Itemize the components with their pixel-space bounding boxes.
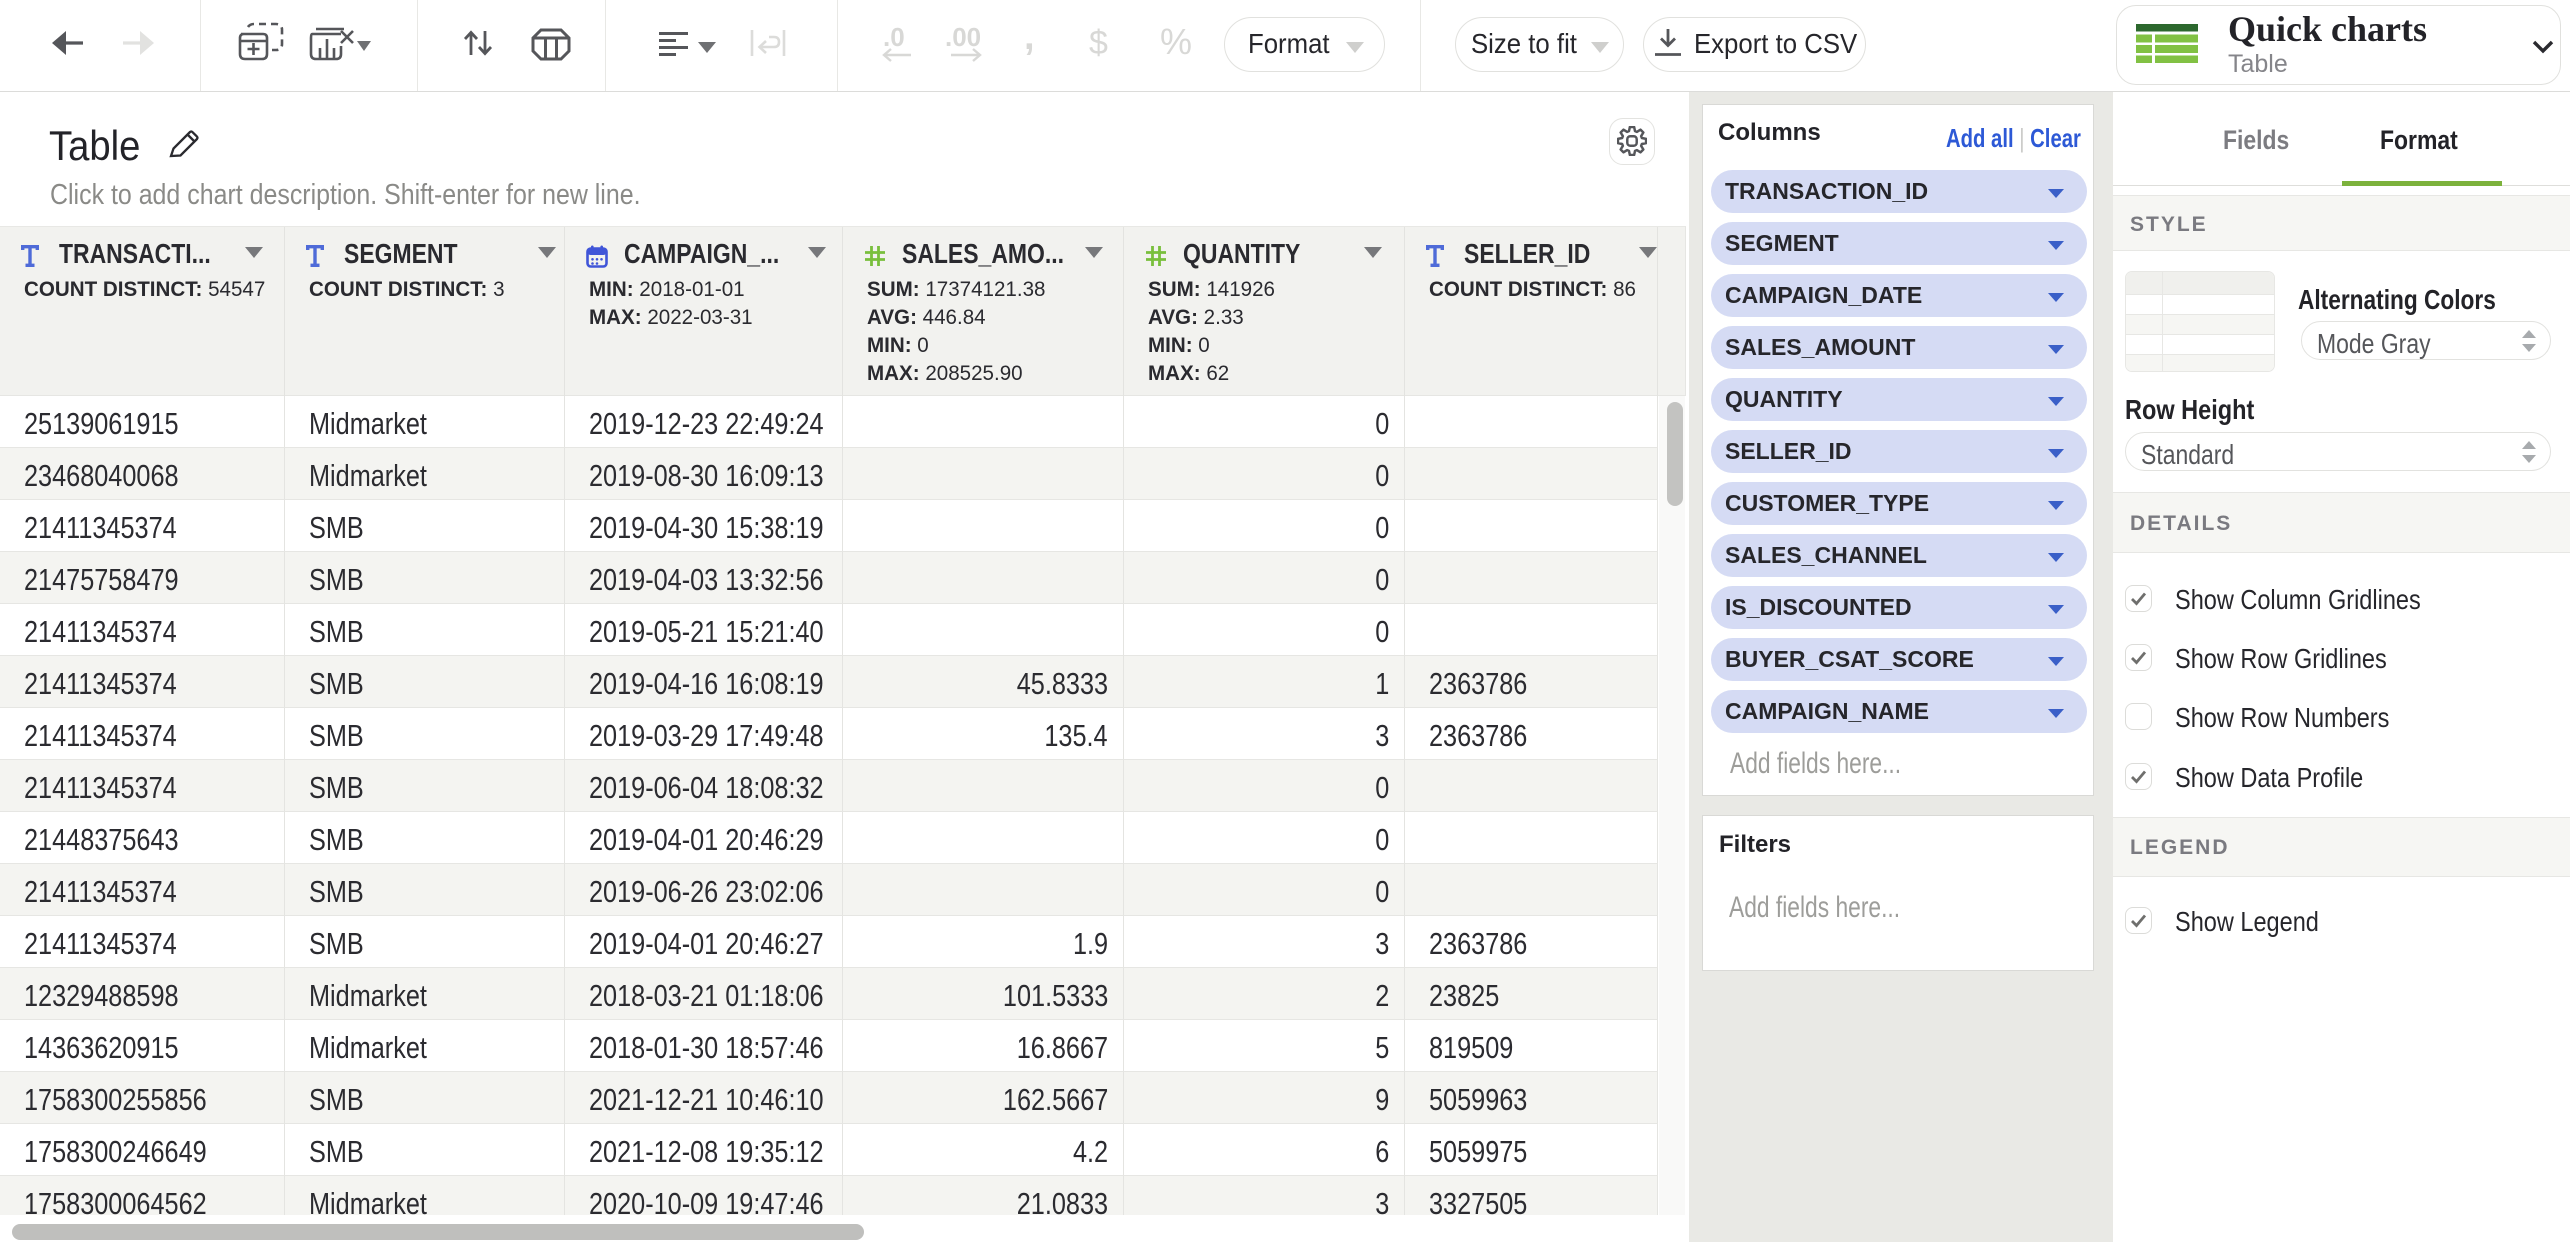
svg-text:.00: .00: [945, 24, 981, 52]
svg-text:.0: .0: [883, 24, 905, 52]
